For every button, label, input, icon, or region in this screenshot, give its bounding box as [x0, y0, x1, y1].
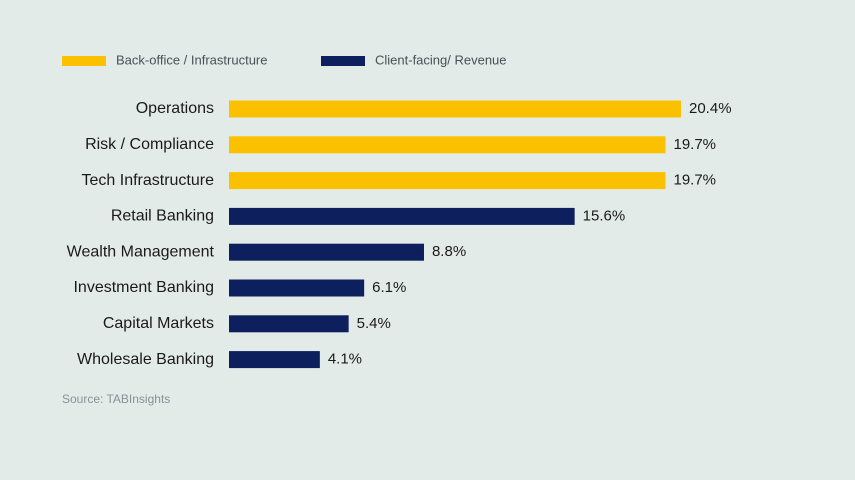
bar-investment-banking: [229, 279, 365, 297]
legend-swatch-client-facing: [321, 56, 365, 66]
legend-label-back-office: Back-office / Infrastructure: [116, 52, 268, 67]
value-label-investment-banking: 6.1%: [372, 279, 406, 296]
bar-risk-compliance: [229, 136, 666, 154]
value-label-risk-compliance: 19.7%: [673, 136, 716, 153]
value-label-capital-markets: 5.4%: [357, 315, 391, 332]
bar-retail-banking: [229, 207, 575, 225]
category-label-operations: Operations: [136, 100, 214, 117]
category-label-wholesale-banking: Wholesale Banking: [77, 351, 214, 368]
bar-capital-markets: [229, 315, 349, 333]
category-label-wealth-management: Wealth Management: [67, 243, 215, 260]
bar-operations: [229, 100, 681, 118]
legend-swatch-back-office: [62, 56, 106, 66]
source-note: Source: TABInsights: [62, 392, 171, 406]
bar-wealth-management: [229, 243, 424, 261]
value-label-tech-infrastructure: 19.7%: [673, 172, 716, 189]
value-label-operations: 20.4%: [689, 100, 732, 117]
value-label-retail-banking: 15.6%: [583, 207, 626, 224]
category-label-investment-banking: Investment Banking: [73, 279, 214, 296]
category-label-retail-banking: Retail Banking: [111, 208, 214, 225]
value-label-wealth-management: 8.8%: [432, 243, 466, 260]
value-label-wholesale-banking: 4.1%: [328, 351, 362, 368]
category-label-tech-infrastructure: Tech Infrastructure: [82, 172, 215, 189]
category-label-risk-compliance: Risk / Compliance: [85, 136, 214, 153]
category-label-capital-markets: Capital Markets: [103, 315, 214, 332]
bar-wholesale-banking: [229, 351, 320, 369]
legend-label-client-facing: Client-facing/ Revenue: [375, 52, 507, 67]
bar-tech-infrastructure: [229, 172, 666, 190]
